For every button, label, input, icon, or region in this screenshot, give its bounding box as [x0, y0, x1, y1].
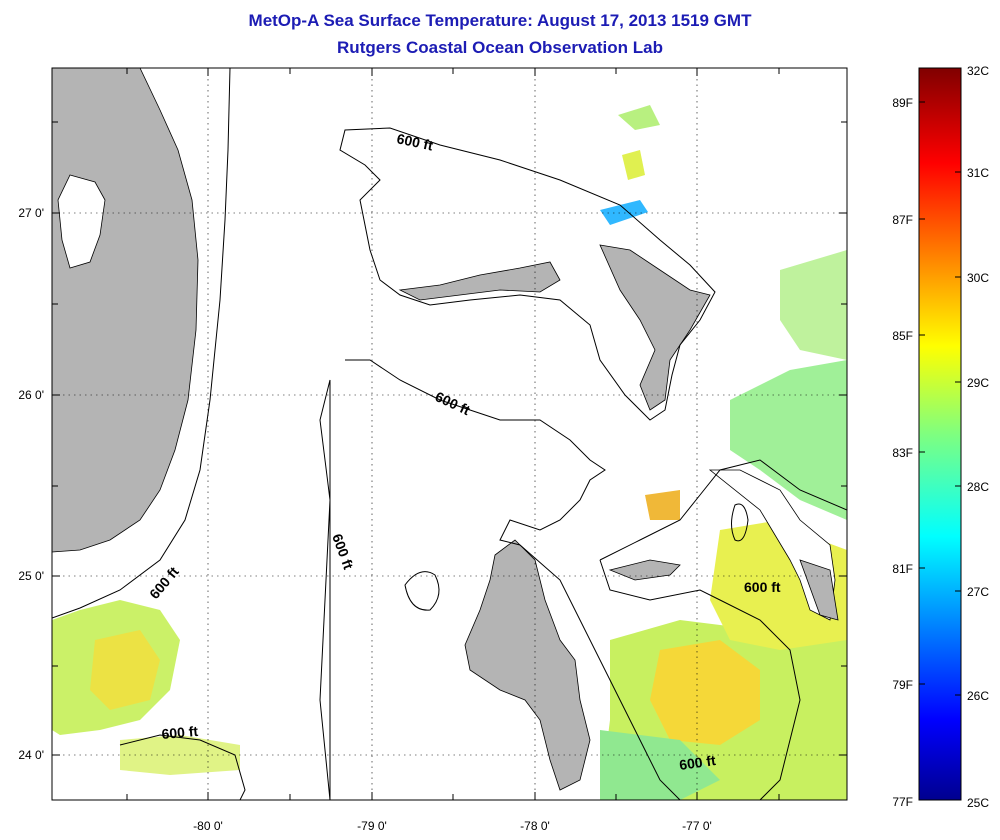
landmasses: [52, 68, 839, 791]
colorbar-celsius-label: 28C: [967, 480, 989, 494]
map-title: MetOp-A Sea Surface Temperature: August …: [248, 11, 752, 30]
colorbar: 32C 31C 30C 29C 28C 27C 26C 25C 89F 87F …: [892, 64, 989, 810]
colorbar-fahrenheit-label: 83F: [892, 446, 913, 460]
land-grand-bahama: [398, 261, 561, 301]
contour-label: 600 ft: [161, 723, 199, 742]
x-tick-label: -78 0': [520, 819, 550, 833]
contour-label: 600 ft: [744, 579, 781, 595]
land-new-providence: [608, 559, 681, 581]
colorbar-celsius-label: 30C: [967, 271, 989, 285]
colorbar-celsius-label: 32C: [967, 64, 989, 78]
colorbar-celsius-label: 31C: [967, 166, 989, 180]
map-frame: [51, 67, 848, 801]
y-tick-label: 27 0': [18, 206, 44, 220]
bathymetry-contours: [52, 68, 847, 800]
contour-florida-shelf: [52, 68, 231, 619]
colorbar-fahrenheit-label: 77F: [892, 795, 913, 809]
map-subtitle: Rutgers Coastal Ocean Observation Lab: [337, 38, 663, 57]
colorbar-celsius-label: 25C: [967, 796, 989, 810]
graticule: [52, 68, 847, 800]
contour-label: 600 ft: [395, 130, 434, 153]
y-tick-label: 26 0': [18, 388, 44, 402]
contour-great-bahama-bank-west: [319, 359, 681, 800]
colorbar-fahrenheit-label: 79F: [892, 678, 913, 692]
colorbar-gradient: [918, 67, 962, 801]
contour-little-bahama-bank: [339, 127, 716, 421]
y-tick-label: 24 0': [18, 748, 44, 762]
colorbar-fahrenheit-label: 87F: [892, 213, 913, 227]
colorbar-celsius-label: 26C: [967, 689, 989, 703]
land-eleuthera: [799, 559, 839, 621]
y-tick-label: 25 0': [18, 569, 44, 583]
x-tick-label: -77 0': [682, 819, 712, 833]
colorbar-fahrenheit-label: 85F: [892, 329, 913, 343]
x-tick-label: -79 0': [357, 819, 387, 833]
contour-label: 600 ft: [678, 752, 717, 773]
contour-south: [119, 734, 246, 800]
colorbar-celsius-label: 27C: [967, 585, 989, 599]
colorbar-celsius-label: 29C: [967, 376, 989, 390]
colorbar-fahrenheit-label: 81F: [892, 562, 913, 576]
contour-tongue-of-ocean: [599, 459, 847, 800]
contour-seamount: [404, 571, 440, 611]
land-andros: [464, 539, 591, 791]
contour-tongue-island: [731, 503, 749, 542]
axis-ticks: [52, 68, 847, 800]
colorbar-fahrenheit-label: 89F: [892, 96, 913, 110]
land-great-abaco: [599, 244, 711, 411]
map-area: 600 ft 600 ft 600 ft 600 ft 600 ft 600 f…: [52, 68, 847, 800]
x-tick-label: -80 0': [193, 819, 223, 833]
axis-labels: -80 0' -79 0' -78 0' -77 0' 27 0' 26 0' …: [18, 206, 711, 833]
